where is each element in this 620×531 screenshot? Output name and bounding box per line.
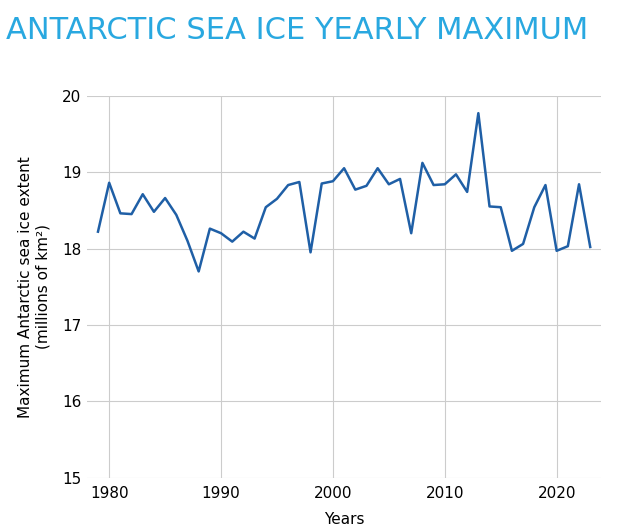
Text: ANTARCTIC SEA ICE YEARLY MAXIMUM: ANTARCTIC SEA ICE YEARLY MAXIMUM <box>6 16 588 45</box>
Y-axis label: Maximum Antarctic sea ice extent
(millions of km²): Maximum Antarctic sea ice extent (millio… <box>19 156 51 417</box>
X-axis label: Years: Years <box>324 512 365 527</box>
